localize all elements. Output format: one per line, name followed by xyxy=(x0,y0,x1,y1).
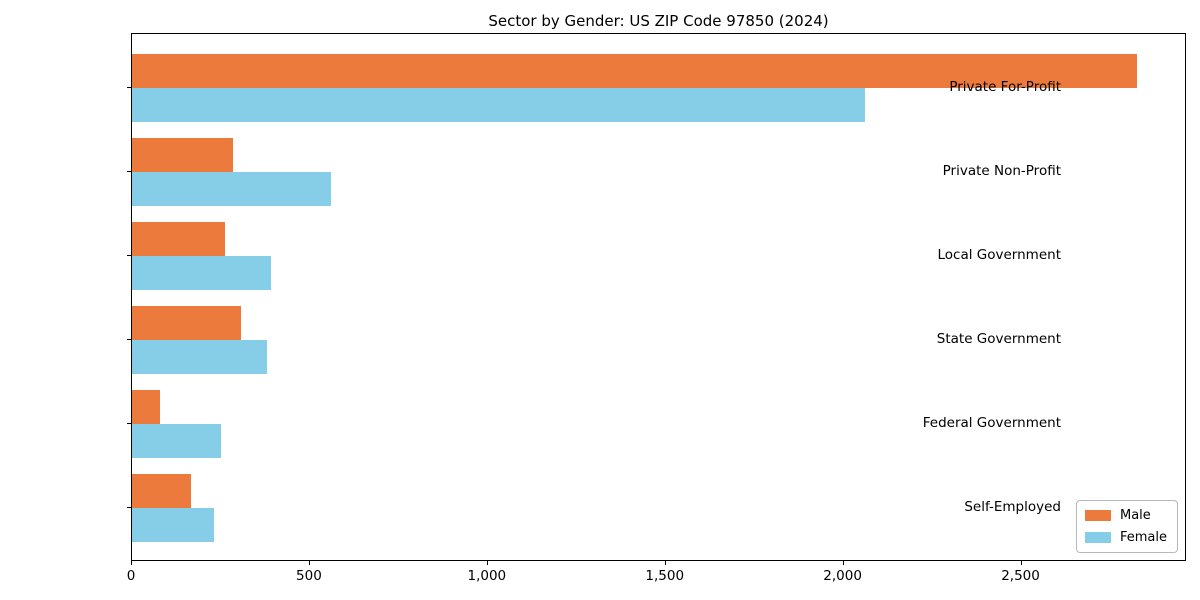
bar-male xyxy=(132,54,1138,89)
ytick-label: State Government xyxy=(936,330,1061,347)
ytick-label: Private Non-Profit xyxy=(942,163,1061,180)
ytick-mark xyxy=(127,87,131,89)
legend: Male Female xyxy=(1075,500,1178,553)
bar-male xyxy=(132,389,161,424)
bar-female xyxy=(132,88,865,123)
male-swatch-icon xyxy=(1084,510,1111,521)
bar-female xyxy=(132,507,214,542)
ytick-mark xyxy=(127,255,131,257)
xtick-mark xyxy=(1020,561,1022,565)
ytick-label: Private For-Profit xyxy=(949,79,1061,96)
ytick-label: Local Government xyxy=(937,247,1061,264)
xtick-label: 2,000 xyxy=(823,568,862,584)
bar-male xyxy=(132,305,241,340)
ytick-mark xyxy=(127,422,131,424)
xtick-mark xyxy=(842,561,844,565)
xtick-label: 2,500 xyxy=(1001,568,1040,584)
xtick-mark xyxy=(664,561,666,565)
bar-female xyxy=(132,339,268,374)
ytick-mark xyxy=(127,506,131,508)
legend-item-male: Male xyxy=(1084,508,1167,523)
bar-female xyxy=(132,172,332,207)
xtick-label: 1,000 xyxy=(467,568,507,584)
bar-male xyxy=(132,473,191,508)
xtick-label: 0 xyxy=(126,568,136,584)
xtick-mark xyxy=(486,561,488,565)
ytick-mark xyxy=(127,338,131,340)
legend-item-female: Female xyxy=(1084,530,1167,545)
bar-male xyxy=(132,138,234,173)
xtick-label: 1,500 xyxy=(645,568,685,584)
legend-label-male: Male xyxy=(1119,508,1151,523)
xtick-label: 500 xyxy=(296,568,322,584)
legend-label-female: Female xyxy=(1119,530,1167,545)
bar-male xyxy=(132,222,225,257)
plot-area: Male Female xyxy=(131,33,1186,561)
female-swatch-icon xyxy=(1084,532,1111,543)
chart-title: Sector by Gender: US ZIP Code 97850 (202… xyxy=(488,12,829,30)
bar-female xyxy=(132,256,271,291)
xtick-mark xyxy=(308,561,310,565)
ytick-label: Self-Employed xyxy=(964,498,1061,515)
ytick-label: Federal Government xyxy=(922,414,1061,431)
ytick-mark xyxy=(127,171,131,173)
bar-female xyxy=(132,423,221,458)
xtick-mark xyxy=(131,561,132,565)
